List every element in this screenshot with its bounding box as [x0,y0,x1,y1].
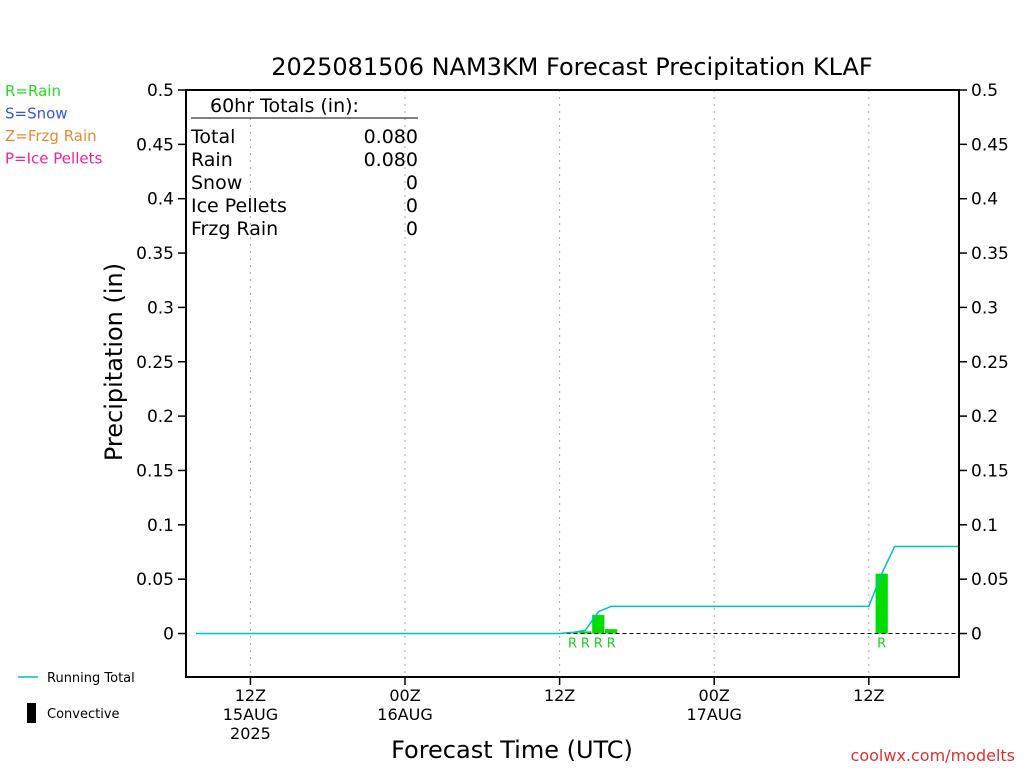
convective-legend-label: Convective [47,707,120,722]
x-tick-year: 2025 [230,724,271,743]
totals-row-value: 0.080 [364,149,418,171]
rain-bar [579,631,592,634]
rain-symbol: R [594,637,603,652]
x-tick-date: 16AUG [377,705,432,724]
y-tick-label-right: 0.05 [971,570,1009,590]
type-legend-item: S=Snow [5,105,68,123]
y-tick-label-right: 0.4 [971,190,998,210]
x-tick-date: 17AUG [687,705,742,724]
chart-title: 2025081506 NAM3KM Forecast Precipitation… [271,53,872,81]
y-tick-label-left: 0.5 [147,81,174,101]
vertical-grid [249,90,870,677]
y-tick-label-right: 0.2 [971,407,998,427]
totals-row-value: 0.080 [364,126,418,148]
x-tick-label: 12Z [544,686,575,705]
totals-heading: 60hr Totals (in): [210,95,359,117]
y-tick-label-left: 0.25 [136,353,174,373]
y-axis-right: 0 0.05 0.1 0.15 0.2 0.25 0.3 0.35 0.4 0.45 0.5 [959,81,1009,645]
running-total-line [196,545,959,635]
y-axis-left: 0 0.05 0.1 0.15 0.2 0.25 0.3 0.35 0.4 0.45 0.5 [136,81,186,645]
y-tick-label-left: 0.1 [147,516,174,536]
rain-symbol: R [607,637,616,652]
y-tick-label-right: 0 [971,625,982,645]
y-tick-label-right: 0.45 [971,135,1009,155]
x-axis-label: Forecast Time (UTC) [391,736,633,764]
totals-row-label: Total [190,126,235,148]
y-tick-label-right: 0.35 [971,244,1009,264]
totals-row-value: 0 [406,218,418,240]
y-tick-label-right: 0.15 [971,461,1009,481]
y-tick-label-left: 0.05 [136,570,174,590]
y-tick-label-right: 0.5 [971,81,998,101]
totals-box: 60hr Totals (in): Total 0.080 Rain 0.080 Sno… [190,95,418,240]
x-tick-date: 15AUG [223,705,278,724]
type-legend-item: P=Ice Pellets [5,150,102,168]
rain-bar [875,573,888,634]
site-credit: coolwx.com/modelts [851,746,1015,765]
precip-type-legend: R=Rain S=Snow Z=Frzg Rain P=Ice Pellets [5,82,102,168]
x-tick-label: 12Z [853,686,884,705]
bottom-legend: Running Total Convective [18,671,135,723]
totals-row-label: Ice Pellets [191,195,287,217]
rain-symbol: R [568,637,577,652]
x-tick-label: 00Z [389,686,420,705]
totals-row-label: Rain [191,149,233,171]
y-tick-label-right: 0.25 [971,353,1009,373]
running-total-legend-label: Running Total [47,671,135,686]
y-tick-label-left: 0.45 [136,135,174,155]
rain-bar [592,615,605,634]
y-tick-label-left: 0 [163,625,174,645]
y-tick-label-left: 0.15 [136,461,174,481]
y-axis-label: Precipitation (in) [100,263,128,461]
y-tick-label-left: 0.2 [147,407,174,427]
y-tick-label-left: 0.4 [147,190,174,210]
totals-row-label: Snow [191,172,242,194]
totals-row-value: 0 [406,195,418,217]
plot-frame [185,89,960,678]
y-tick-label-right: 0.1 [971,516,998,536]
rain-bar [605,629,618,634]
rain-symbol: R [581,637,590,652]
x-tick-label: 12Z [235,686,266,705]
y-tick-label-left: 0.3 [147,298,174,318]
y-tick-label-left: 0.35 [136,244,174,264]
x-tick-label: 00Z [699,686,730,705]
rain-symbol: R [877,637,886,652]
convective-legend-swatch [27,703,36,723]
type-legend-item: R=Rain [5,82,61,100]
totals-row-value: 0 [406,172,418,194]
y-tick-label-right: 0.3 [971,298,998,318]
rain-bars [566,573,888,634]
type-legend-item: Z=Frzg Rain [5,127,97,145]
totals-row-label: Frzg Rain [191,218,278,240]
